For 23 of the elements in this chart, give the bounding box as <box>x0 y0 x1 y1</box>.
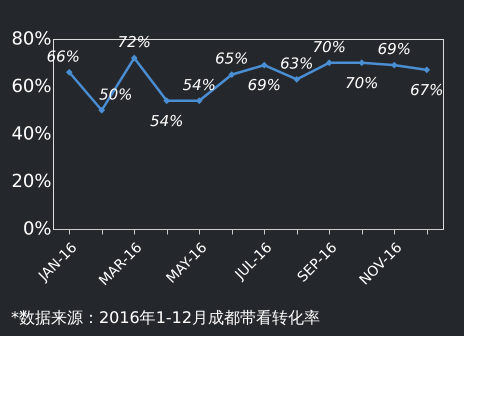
point <box>130 54 138 62</box>
point <box>390 62 398 68</box>
y-tick-label: 20% <box>11 171 52 192</box>
point <box>66 68 73 76</box>
point <box>423 66 430 74</box>
text: 65% <box>215 50 248 68</box>
text: 67% <box>410 80 444 99</box>
y-tick-label: 0% <box>22 218 52 240</box>
point <box>293 76 300 83</box>
point <box>98 106 106 114</box>
text: 70% <box>312 38 346 56</box>
text: 63% <box>280 54 314 72</box>
y-tick-label: 80% <box>11 28 52 50</box>
point <box>260 62 268 68</box>
y-tick-label: 40% <box>11 124 52 144</box>
y-tick-label: 60% <box>11 76 52 97</box>
point <box>228 71 236 78</box>
text: 54% <box>182 76 216 94</box>
text: *数据来源：2016年1-12月成都带看转化率 <box>10 308 320 327</box>
text: 54% <box>150 112 184 130</box>
text: 70% <box>345 74 378 92</box>
text: 69% <box>248 76 281 94</box>
text: 69% <box>378 40 411 58</box>
